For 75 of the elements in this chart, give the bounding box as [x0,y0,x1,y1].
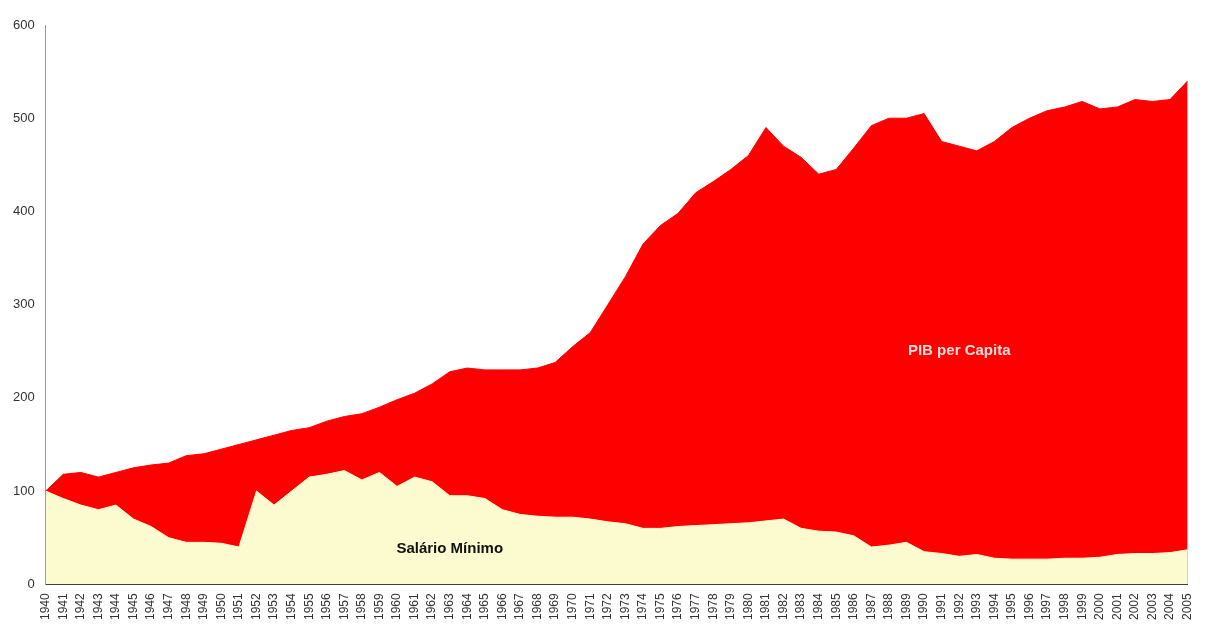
x-tick-label: 1998 [1056,592,1071,621]
x-tick-label: 1984 [810,592,825,621]
x-tick-label: 1948 [178,592,193,621]
x-tick-label: 1999 [1074,592,1089,621]
x-tick-label: 2005 [1179,592,1194,621]
x-tick-label: 1990 [916,592,931,621]
x-tick-label: 1982 [775,592,790,621]
x-tick-label: 1951 [231,592,246,621]
x-tick-label: 1985 [828,592,843,621]
x-tick-label: 1974 [635,592,650,621]
x-tick-label: 2001 [1109,592,1124,621]
x-tick-label: 1947 [160,592,175,621]
x-tick-label: 1958 [354,592,369,621]
y-tick-label: 400 [12,203,35,219]
x-tick-label: 1950 [213,592,228,621]
y-tick-label: 200 [12,389,35,405]
x-tick-label: 1991 [933,592,948,621]
x-tick-label: 1953 [266,592,281,621]
x-tick-label: 1983 [793,592,808,621]
x-tick-label: 1988 [881,592,896,621]
x-tick-label: 1968 [529,592,544,621]
x-tick-label: 1989 [898,592,913,621]
x-tick-label: 1993 [969,592,984,621]
x-tick-label: 1969 [547,592,562,621]
x-tick-label: 1986 [846,592,861,621]
x-tick-label: 1996 [1021,592,1036,621]
x-tick-label: 1952 [248,592,263,621]
x-tick-label: 1972 [600,592,615,621]
x-tick-label: 2002 [1127,592,1142,621]
x-tick-label: 1943 [90,592,105,621]
x-tick-label: 1944 [108,592,123,621]
x-tick-label: 1962 [424,592,439,621]
x-tick-label: 1959 [371,592,386,621]
x-tick-label: 1940 [38,592,52,621]
x-tick-label: 2000 [1092,592,1107,621]
x-tick-label: 1980 [740,592,755,621]
x-tick-label: 1967 [512,592,527,621]
x-tick-label: 1987 [863,592,878,621]
x-tick-label: 1957 [336,592,351,621]
x-tick-label: 1975 [652,592,667,621]
x-tick-label: 1955 [301,592,316,621]
x-tick-label: 1965 [477,592,492,621]
y-tick-label: 500 [12,109,35,125]
x-tick-label: 1942 [73,592,88,621]
x-tick-label: 1956 [319,592,334,621]
x-tick-label: 1971 [582,592,597,621]
series-label: PIB per Capita [907,341,1012,359]
x-tick-label: 1981 [758,592,773,621]
y-tick-label: 0 [27,575,35,591]
x-tick-label: 1941 [55,592,70,621]
y-tick-label: 300 [12,296,35,312]
x-tick-label: 1946 [143,592,158,621]
x-tick-label: 1978 [705,592,720,621]
x-tick-label: 1954 [283,592,298,621]
y-tick-label: 100 [12,482,35,498]
x-tick-label: 1961 [406,592,421,621]
x-tick-label: 1963 [442,592,457,621]
x-tick-label: 2004 [1162,592,1177,621]
x-tick-label: 1960 [389,592,404,621]
x-tick-label: 1973 [617,592,632,621]
x-tick-label: 1970 [565,592,580,621]
y-tick-label: 600 [12,16,35,32]
x-tick-label: 1976 [670,592,685,621]
x-tick-label: 1949 [196,592,211,621]
x-tick-label: 1966 [494,592,509,621]
x-tick-label: 1964 [459,592,474,621]
x-tick-label: 1995 [1004,592,1019,621]
x-tick-label: 2003 [1144,592,1159,621]
x-tick-label: 1997 [1039,592,1054,621]
x-tick-label: 1994 [986,592,1001,621]
x-tick-label: 1977 [688,592,703,621]
x-tick-label: 1979 [723,592,738,621]
series-label: Salário Mínimo [396,539,504,557]
x-tick-label: 1992 [951,592,966,621]
x-tick-label: 1945 [125,592,140,621]
